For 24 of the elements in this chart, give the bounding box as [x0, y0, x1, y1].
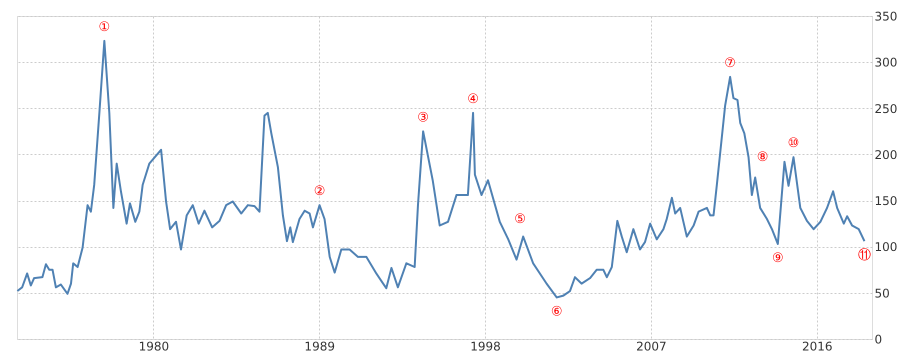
x-tick-label: 1980 [138, 340, 170, 354]
y-tick-label: 300 [874, 56, 898, 70]
annotation: ② [314, 184, 326, 200]
annotation: ⑩ [788, 136, 800, 152]
annotation: ⑦ [724, 56, 736, 71]
y-tick-label: 200 [874, 148, 898, 162]
y-tick-label: 100 [874, 240, 898, 254]
x-tick-label: 1998 [470, 340, 501, 354]
y-tick-label: 50 [874, 286, 890, 300]
annotation: ① [98, 20, 110, 35]
y-tick-label: 0 [874, 332, 882, 346]
x-tick-label: 1989 [304, 340, 335, 354]
annotation: ④ [467, 92, 479, 107]
annotation: ⑪ [858, 248, 871, 264]
annotation: ⑥ [550, 304, 563, 320]
annotation: ③ [417, 110, 429, 126]
y-tick-label: 250 [874, 102, 898, 116]
annotation: ⑧ [756, 150, 768, 166]
x-tick-label: 2007 [636, 340, 667, 354]
annotation: ⑤ [514, 212, 526, 227]
x-tick-label: 2016 [802, 340, 832, 354]
annotation: ⑨ [772, 250, 784, 266]
y-tick-label: 150 [874, 194, 898, 208]
y-tick-label: 350 [874, 10, 898, 24]
